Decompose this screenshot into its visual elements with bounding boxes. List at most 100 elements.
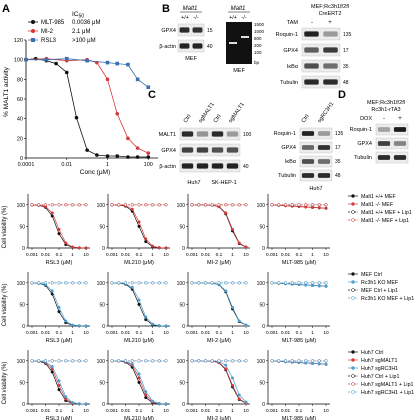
- data-point: [144, 237, 148, 241]
- data-point: [197, 203, 201, 207]
- data-point: [290, 281, 294, 285]
- blot-band: [377, 127, 391, 132]
- legend-marker: [351, 218, 355, 222]
- viability-chart: 0 50 100 0.001 0.01 0.1 1 10 RSL3 (μM): [17, 350, 90, 420]
- data-point: [164, 203, 168, 207]
- x-tick-label: 0.001: [266, 252, 278, 258]
- blot-band: [323, 79, 338, 85]
- panel-letter-c: C: [148, 89, 156, 101]
- x-tick-label: 10: [163, 408, 169, 414]
- y-tick-label: 100: [257, 203, 266, 209]
- blot-band: [196, 131, 209, 137]
- gel-band: [229, 42, 237, 44]
- mw-label: 40: [243, 164, 249, 170]
- legend-series-name: RSL3: [41, 38, 57, 44]
- blot-membrane: [177, 23, 205, 37]
- cell-label: Huh7: [309, 186, 322, 192]
- treatment-label: TAM: [287, 20, 299, 26]
- legend-marker: [31, 29, 35, 33]
- blot-band: [317, 131, 331, 136]
- blot-band: [301, 131, 315, 136]
- data-point: [105, 77, 110, 82]
- y-tick-label: 0: [182, 246, 185, 252]
- data-point: [237, 319, 241, 323]
- data-point: [37, 359, 41, 363]
- data-point: [57, 388, 61, 392]
- panel-a-series: [24, 56, 151, 159]
- data-point: [70, 400, 75, 405]
- band-name: Roquin-1: [276, 32, 298, 38]
- band-name: MALT1: [159, 132, 176, 138]
- viability-xlabel: MLT-985 (μM): [282, 338, 316, 344]
- data-point: [43, 359, 48, 363]
- genotype-label: -/-: [193, 15, 198, 21]
- data-point: [244, 281, 248, 285]
- data-point: [217, 281, 221, 285]
- viability-xlabel: ML210 (μM): [124, 260, 154, 266]
- data-point: [164, 246, 168, 250]
- data-point: [57, 227, 61, 231]
- blot-band: [393, 155, 407, 160]
- lane-label: Ctrl: [183, 114, 193, 124]
- blot-membrane: [179, 127, 241, 141]
- data-point: [230, 376, 235, 380]
- data-point: [54, 61, 58, 66]
- data-point: [57, 383, 61, 387]
- x-tick-label: 1: [106, 162, 109, 168]
- blot-membrane: [299, 155, 333, 168]
- data-point: [157, 401, 161, 406]
- series-line-rsl3: [26, 58, 149, 88]
- viability-curve: [31, 204, 87, 249]
- x-tick-label: 0.1: [296, 252, 303, 258]
- data-point: [50, 203, 54, 207]
- data-point: [37, 203, 41, 207]
- band-name: GPX4: [161, 148, 176, 154]
- mw-label: 15: [207, 28, 213, 34]
- data-point: [203, 359, 208, 363]
- band-name: Roquin-1: [274, 131, 296, 137]
- viability-chart: 0 50 100 0.001 0.01 0.1 1 10 ML210 (μM): [97, 194, 170, 266]
- data-point: [324, 203, 328, 207]
- data-point: [64, 70, 69, 75]
- x-tick-label: 0.001: [186, 330, 198, 336]
- lane-label: Ctrl: [213, 114, 223, 124]
- legend-label: Malt1 -/- MEF: [361, 202, 394, 208]
- viability-chart: 0 50 100 0.001 0.01 0.1 1 10 ML210 (μM): [97, 272, 170, 344]
- x-tick-label: 0.01: [201, 252, 211, 258]
- x-tick-label: 0.001: [266, 408, 278, 414]
- blot-band: [226, 131, 239, 137]
- data-point: [230, 383, 235, 387]
- blot-band: [181, 131, 194, 137]
- data-point: [157, 203, 161, 207]
- genotype-label: +/+: [229, 15, 237, 21]
- x-tick-label: 0.001: [106, 330, 118, 336]
- data-point: [230, 359, 235, 363]
- data-point: [317, 281, 321, 285]
- band-name: β-actin: [159, 164, 176, 170]
- x-tick-label: 1: [311, 330, 314, 336]
- data-point: [324, 281, 328, 285]
- cell-label: Huh7: [187, 180, 200, 186]
- data-point: [110, 281, 114, 285]
- legend-label: MEF Ctrl: [361, 272, 382, 278]
- blot-membrane: [301, 75, 341, 89]
- blot-membrane: [375, 151, 409, 164]
- y-tick-label: 100: [17, 359, 26, 365]
- data-point: [70, 359, 75, 363]
- x-tick-label: 0.01: [121, 408, 131, 414]
- data-point: [70, 245, 75, 249]
- y-tick-label: 100: [14, 58, 23, 64]
- blot-band: [211, 163, 224, 169]
- data-point: [135, 155, 140, 159]
- y-tick-label: 100: [177, 203, 186, 209]
- data-point: [270, 281, 274, 285]
- y-tick-label: 100: [257, 281, 266, 287]
- blot-band: [304, 47, 319, 53]
- viability-xlabel: ML210 (μM): [124, 338, 154, 344]
- data-point: [210, 203, 214, 207]
- panel-a-ylabel: % MALT1 activity: [3, 66, 10, 116]
- data-point: [150, 244, 155, 248]
- data-point: [57, 305, 61, 309]
- blot-malt1: [179, 127, 241, 141]
- genotype-label: +/+: [181, 15, 189, 21]
